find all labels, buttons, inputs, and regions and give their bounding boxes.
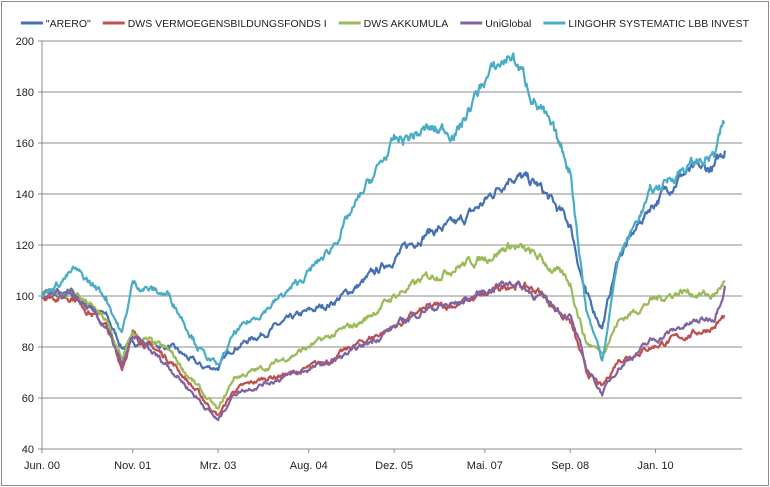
legend-label-1: DWS VERMOEGENSBILDUNGSFONDS I (128, 18, 327, 30)
y-tick-label: 60 (22, 393, 34, 405)
series-line-2 (41, 242, 726, 410)
x-tick-label: Jun. 00 (24, 460, 60, 472)
y-tick-label: 140 (16, 189, 34, 201)
y-axis-ticks: 40 60 80 100 120 140 160 180 200 (16, 36, 42, 456)
x-tick-label: Jan. 10 (638, 460, 674, 472)
x-axis-ticks: Jun. 00 Nov. 01 Mrz. 03 Aug. 04 Dez. 05 Mai. … (24, 449, 674, 472)
y-tick-label: 80 (22, 342, 34, 354)
series-lines (40, 52, 726, 422)
series-line-3 (41, 280, 726, 422)
y-tick-label: 160 (16, 138, 34, 150)
y-tick-label: 100 (16, 291, 34, 303)
x-tick-label: Mrz. 03 (200, 460, 237, 472)
gridlines (41, 40, 742, 450)
legend: "ARERO" DWS VERMOEGENSBILDUNGSFONDS I DWS … (20, 18, 750, 30)
legend-label-3: UniGlobal (485, 18, 531, 30)
y-tick-label: 120 (16, 240, 34, 252)
x-tick-label: Nov. 01 (114, 460, 151, 472)
x-tick-label: Mai. 07 (467, 460, 503, 472)
x-tick-label: Sep. 08 (551, 460, 589, 472)
y-tick-label: 180 (16, 87, 34, 99)
y-tick-label: 200 (16, 36, 34, 48)
y-tick-label: 40 (22, 444, 34, 456)
x-tick-label: Aug. 04 (290, 460, 328, 472)
x-tick-label: Dez. 05 (375, 460, 413, 472)
series-line-4 (40, 52, 726, 366)
legend-label-4: LINGOHR SYSTEMATIC LBB INVEST (568, 18, 749, 30)
legend-label-2: DWS AKKUMULA (364, 18, 449, 30)
legend-label-0: "ARERO" (46, 18, 91, 30)
